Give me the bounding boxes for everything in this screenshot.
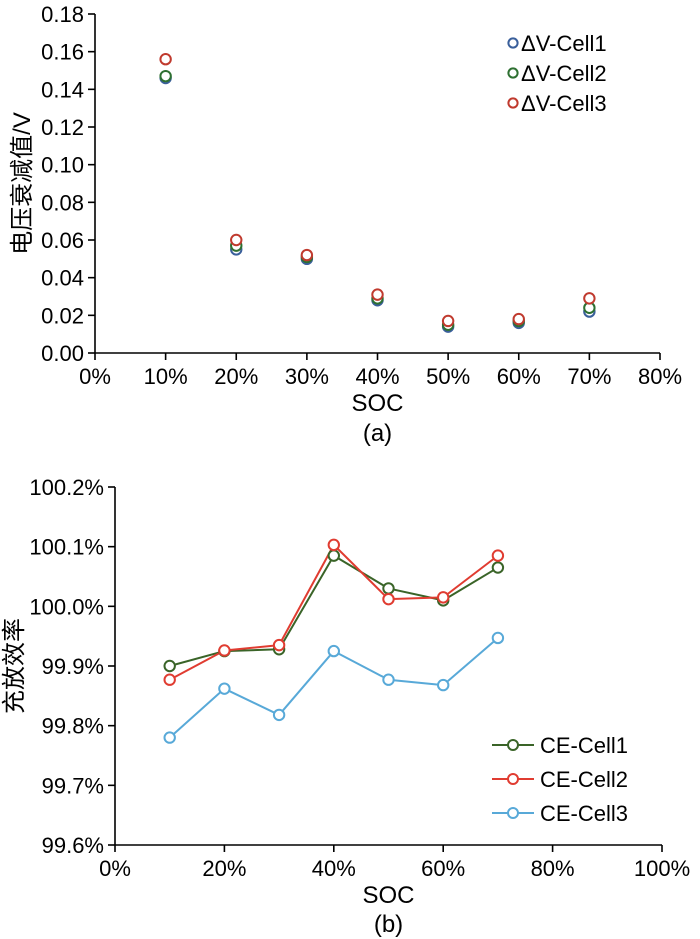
y-tick-label: 0.10 (41, 153, 84, 178)
data-point-marker (441, 314, 455, 328)
legend-marker (507, 773, 519, 785)
y-tick-label: 100.2% (29, 475, 104, 500)
data-point-marker (583, 292, 596, 305)
x-tick-label: 50% (426, 364, 470, 389)
y-tick-label: 0.02 (41, 303, 84, 328)
x-tick-label: 80% (531, 856, 575, 881)
data-point-marker (512, 312, 525, 326)
x-tick-label: 80% (638, 364, 682, 389)
x-axis-title: SOC (351, 390, 403, 417)
chart-b-charge-discharge-efficiency: 0% 20% 40% 60% 80% 100% 99.6% 99.7% 99.8% 99.9% 10… (1, 475, 690, 938)
legend-marker (507, 67, 519, 79)
legend-item: CE-Cell2 (492, 767, 628, 792)
subplot-caption: (a) (363, 420, 392, 447)
data-point-marker (159, 69, 172, 83)
x-tick-label: 60% (421, 856, 465, 881)
data-point-marker (327, 549, 340, 562)
y-axis-title: 电压衰减值/V (9, 112, 36, 255)
y-tick-label: 99.8% (42, 714, 104, 739)
data-point-marker (272, 708, 286, 722)
data-point-marker (300, 248, 314, 262)
data-point-marker (382, 673, 395, 686)
x-tick-label: 60% (497, 364, 541, 389)
y-tick-label: 0.16 (41, 40, 84, 65)
legend-marker (507, 37, 519, 49)
y-tick-label: 100.1% (29, 535, 104, 560)
legend-item: ΔV-Cell3 (507, 91, 607, 116)
x-tick-label: 30% (285, 364, 329, 389)
y-tick-label: 99.9% (42, 654, 104, 679)
legend-item: CE-Cell1 (492, 733, 628, 758)
legend-marker (507, 97, 519, 109)
data-point-marker (491, 549, 505, 562)
data-point-marker (163, 673, 176, 686)
data-point-marker (218, 682, 231, 695)
legend-item: ΔV-Cell1 (507, 31, 607, 56)
y-tick-label: 100.0% (29, 594, 104, 619)
y-tick-label: 0.14 (41, 77, 84, 102)
data-point-marker (159, 53, 172, 66)
series-line (169, 543, 499, 681)
legend-label: CE-Cell3 (540, 801, 628, 826)
data-point-marker (382, 582, 395, 595)
x-tick-label: 0% (79, 364, 111, 389)
data-point-marker (491, 561, 505, 574)
x-tick-label: 0% (99, 856, 131, 881)
data-point-marker (437, 678, 450, 692)
x-tick-label: 40% (355, 364, 399, 389)
data-point-marker (218, 644, 231, 657)
legend-label: CE-Cell1 (540, 733, 628, 758)
legend-item: CE-Cell3 (492, 801, 628, 826)
data-point-marker (327, 644, 340, 658)
y-tick-label: 99.7% (42, 773, 104, 798)
legend-marker (507, 807, 519, 819)
x-tick-label: 20% (202, 856, 246, 881)
y-tick-label: 0.04 (41, 266, 84, 291)
data-point-marker (491, 631, 505, 645)
x-tick-label: 100% (634, 856, 690, 881)
subplot-caption: (b) (374, 911, 403, 938)
x-tick-label: 40% (312, 856, 356, 881)
chart-a-voltage-decay: 0% 10% 20% 30% 40% 50% 60% 70% 80% 0.00 0.02 0.04 0.… (9, 2, 682, 447)
y-tick-label: 0.18 (41, 2, 84, 27)
legend-marker (507, 739, 519, 751)
legend-label: ΔV-Cell2 (521, 61, 607, 86)
legend-label: ΔV-Cell3 (521, 91, 607, 116)
y-tick-label: 0.12 (41, 115, 84, 140)
x-axis-title: SOC (362, 882, 414, 909)
data-point-marker (327, 538, 340, 552)
data-point-marker (163, 731, 176, 744)
y-axis-title: 充放效率 (1, 618, 28, 714)
x-tick-label: 10% (144, 364, 188, 389)
y-tick-label: 0.06 (41, 228, 84, 253)
data-point-marker (382, 592, 395, 606)
legend-label: ΔV-Cell1 (521, 31, 607, 56)
data-point-marker (163, 659, 176, 673)
x-tick-label: 20% (214, 364, 258, 389)
y-tick-label: 0.08 (41, 190, 84, 215)
y-tick-label: 0.00 (41, 341, 84, 366)
data-point-marker (437, 591, 450, 604)
data-point-marker (371, 288, 384, 301)
x-tick-label: 70% (567, 364, 611, 389)
data-point-marker (230, 233, 243, 247)
data-point-marker (272, 638, 286, 652)
legend-item: ΔV-Cell2 (507, 61, 607, 86)
y-tick-label: 99.6% (42, 833, 104, 858)
legend-label: CE-Cell2 (540, 767, 628, 792)
